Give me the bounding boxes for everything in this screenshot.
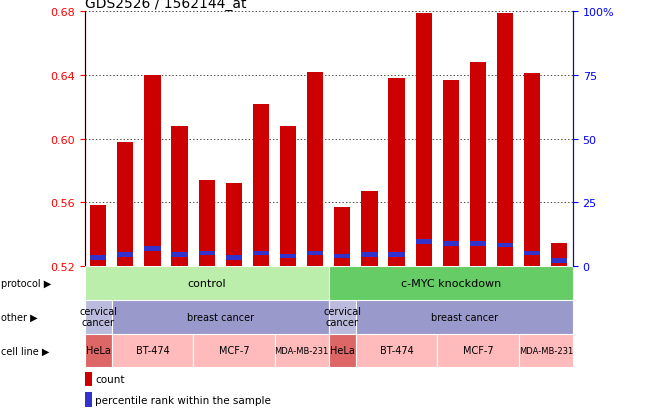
Bar — [85, 300, 112, 334]
Bar — [443, 242, 459, 246]
Bar — [253, 251, 269, 256]
Bar — [145, 76, 161, 266]
Text: cervical
cancer: cervical cancer — [324, 306, 361, 328]
Text: BT-474: BT-474 — [135, 346, 169, 356]
Text: other ▶: other ▶ — [1, 312, 37, 322]
Bar — [519, 334, 573, 368]
Bar — [85, 392, 92, 407]
Bar — [280, 254, 296, 259]
Bar — [112, 300, 329, 334]
Bar — [551, 244, 568, 266]
Bar — [389, 252, 405, 257]
Bar — [551, 259, 568, 263]
Bar — [280, 126, 296, 266]
Bar — [524, 74, 540, 266]
Bar — [90, 206, 106, 266]
Text: protocol ▶: protocol ▶ — [1, 278, 51, 288]
Bar — [470, 242, 486, 246]
Text: BT-474: BT-474 — [380, 346, 413, 356]
Text: control: control — [187, 278, 226, 288]
Bar — [85, 266, 329, 300]
Bar — [415, 240, 432, 244]
Bar — [85, 372, 92, 386]
Bar — [415, 14, 432, 266]
Bar — [497, 14, 513, 266]
Bar — [361, 192, 378, 266]
Text: MCF-7: MCF-7 — [463, 346, 493, 356]
Text: cervical
cancer: cervical cancer — [79, 306, 117, 328]
Bar — [497, 243, 513, 248]
Text: MDA-MB-231: MDA-MB-231 — [519, 346, 573, 355]
Bar — [145, 246, 161, 251]
Bar — [437, 334, 519, 368]
Text: GDS2526 / 1562144_at: GDS2526 / 1562144_at — [85, 0, 246, 12]
Bar — [171, 252, 187, 257]
Bar — [226, 256, 242, 261]
Bar — [334, 254, 350, 259]
Bar — [524, 251, 540, 256]
Bar — [329, 334, 356, 368]
Bar — [361, 252, 378, 257]
Bar — [389, 79, 405, 266]
Bar — [356, 334, 437, 368]
Bar — [112, 334, 193, 368]
Text: HeLa: HeLa — [86, 346, 111, 356]
Text: MCF-7: MCF-7 — [219, 346, 249, 356]
Bar — [85, 334, 112, 368]
Bar — [171, 126, 187, 266]
Bar — [470, 63, 486, 266]
Bar — [90, 256, 106, 261]
Text: HeLa: HeLa — [330, 346, 355, 356]
Bar — [307, 251, 324, 256]
Bar — [193, 334, 275, 368]
Text: breast cancer: breast cancer — [431, 312, 498, 322]
Text: count: count — [95, 374, 124, 384]
Bar — [356, 300, 573, 334]
Bar — [329, 300, 356, 334]
Bar — [307, 73, 324, 266]
Text: c-MYC knockdown: c-MYC knockdown — [401, 278, 501, 288]
Bar — [117, 142, 133, 266]
Bar — [199, 180, 215, 266]
Text: MDA-MB-231: MDA-MB-231 — [275, 346, 329, 355]
Bar — [275, 334, 329, 368]
Bar — [253, 104, 269, 266]
Bar — [443, 81, 459, 266]
Bar — [334, 207, 350, 266]
Bar — [117, 252, 133, 257]
Bar — [226, 183, 242, 266]
Text: cell line ▶: cell line ▶ — [1, 346, 49, 356]
Text: percentile rank within the sample: percentile rank within the sample — [95, 395, 271, 405]
Bar — [199, 251, 215, 256]
Text: breast cancer: breast cancer — [187, 312, 254, 322]
Bar — [329, 266, 573, 300]
